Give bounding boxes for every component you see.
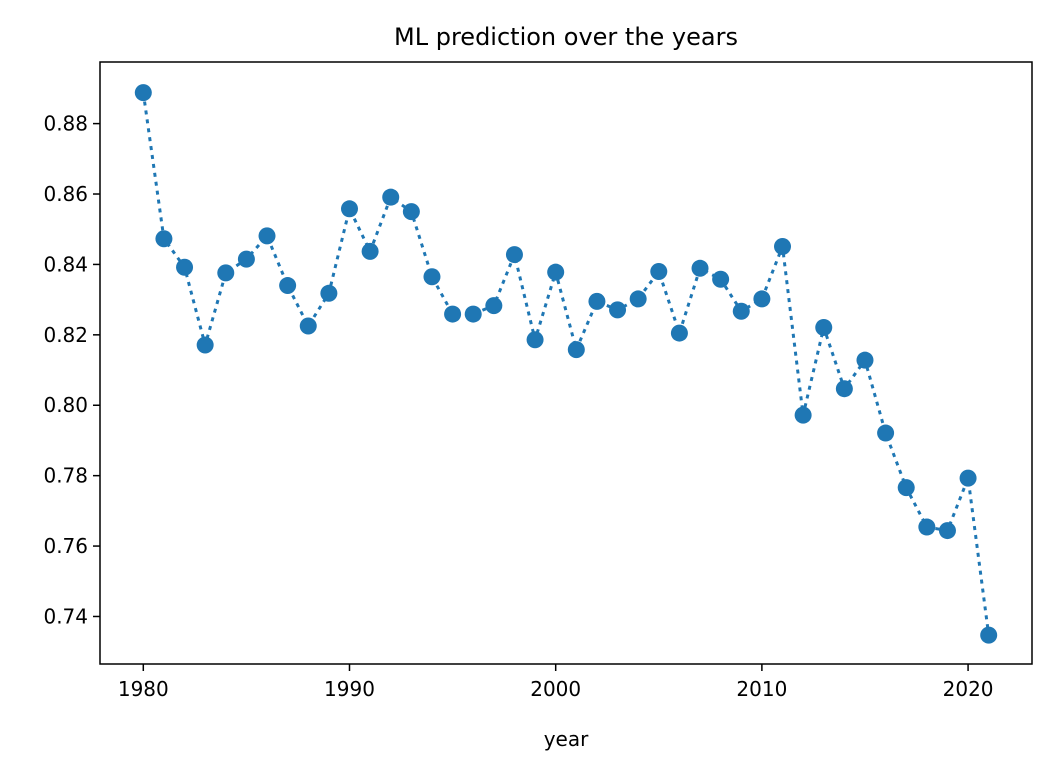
data-point <box>732 302 750 320</box>
data-point <box>670 324 688 342</box>
data-point <box>897 479 915 497</box>
data-point <box>547 263 565 281</box>
data-point <box>959 469 977 487</box>
data-point <box>794 406 812 424</box>
data-point <box>918 518 936 536</box>
y-tick-label: 0.78 <box>43 464 88 488</box>
x-tick-label: 2020 <box>943 677 994 701</box>
data-point <box>815 318 833 336</box>
data-point <box>650 262 668 280</box>
data-point <box>877 424 895 442</box>
plot-frame <box>99 61 1033 665</box>
data-point <box>691 259 709 277</box>
chart-title: ML prediction over the years <box>394 23 738 51</box>
data-point <box>258 227 276 245</box>
data-point <box>299 317 317 335</box>
x-tick-label: 1980 <box>118 677 169 701</box>
data-point <box>980 626 998 644</box>
x-axis: 1980 1990 2000 2010 2020 <box>118 664 994 701</box>
data-point <box>423 268 441 286</box>
y-tick-label: 0.82 <box>43 323 88 347</box>
data-point <box>753 290 771 308</box>
data-point <box>155 230 173 248</box>
data-point <box>505 246 523 264</box>
data-point <box>320 284 338 302</box>
data-point <box>526 331 544 349</box>
x-tick-label: 2010 <box>736 677 787 701</box>
y-tick-label: 0.76 <box>43 534 88 558</box>
data-point <box>196 336 214 354</box>
data-point <box>176 258 194 276</box>
y-tick-label: 0.74 <box>43 604 88 628</box>
data-point <box>567 341 585 359</box>
data-point <box>382 188 400 206</box>
data-point <box>712 270 730 288</box>
data-point <box>444 305 462 323</box>
data-point <box>856 351 874 369</box>
y-tick-label: 0.80 <box>43 393 88 417</box>
data-point <box>588 292 606 310</box>
data-point <box>485 297 503 315</box>
y-tick-label: 0.88 <box>43 112 88 136</box>
data-point <box>279 277 297 295</box>
data-points <box>134 84 998 644</box>
data-point <box>609 301 627 319</box>
x-axis-label: year <box>544 727 589 751</box>
data-point <box>134 84 152 102</box>
data-point <box>340 200 358 218</box>
data-point <box>464 305 482 323</box>
data-point <box>629 290 647 308</box>
data-point <box>361 242 379 260</box>
data-point <box>237 250 255 268</box>
data-point <box>774 237 792 255</box>
y-tick-label: 0.86 <box>43 182 88 206</box>
data-point <box>835 380 853 398</box>
x-tick-label: 1990 <box>324 677 375 701</box>
data-point <box>402 203 420 221</box>
data-point <box>217 264 235 282</box>
y-axis: 0.74 0.76 0.78 0.80 0.82 0.84 0.86 0.88 <box>43 112 100 628</box>
y-tick-label: 0.84 <box>43 252 88 276</box>
x-tick-label: 2000 <box>530 677 581 701</box>
data-point <box>938 522 956 540</box>
